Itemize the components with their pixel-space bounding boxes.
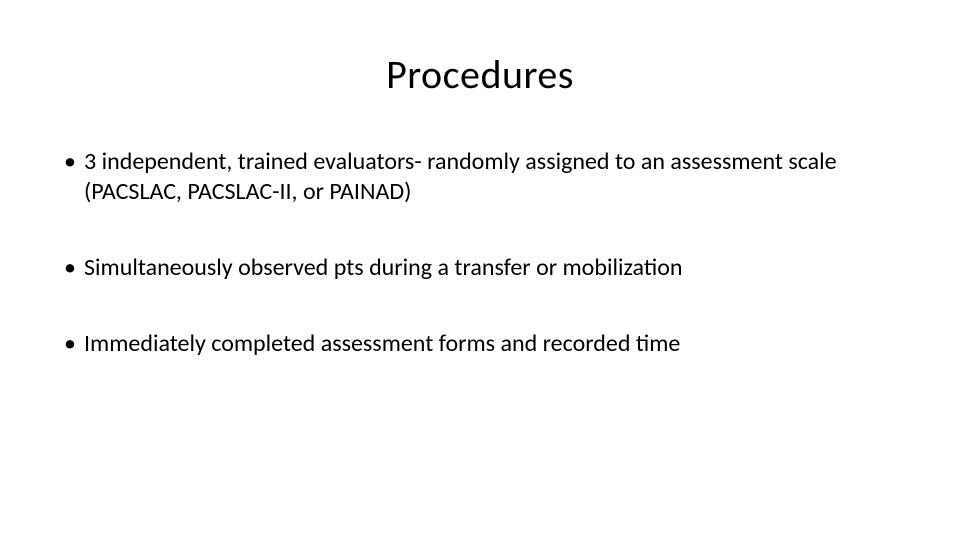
bullet-item: Immediately completed assessment forms a…: [60, 329, 900, 359]
bullet-item: 3 independent, trained evaluators- rando…: [60, 147, 900, 207]
slide-container: Procedures 3 independent, trained evalua…: [0, 0, 960, 540]
bullet-item: Simultaneously observed pts during a tra…: [60, 253, 900, 283]
bullet-list: 3 independent, trained evaluators- rando…: [60, 147, 900, 359]
slide-title: Procedures: [60, 50, 900, 99]
